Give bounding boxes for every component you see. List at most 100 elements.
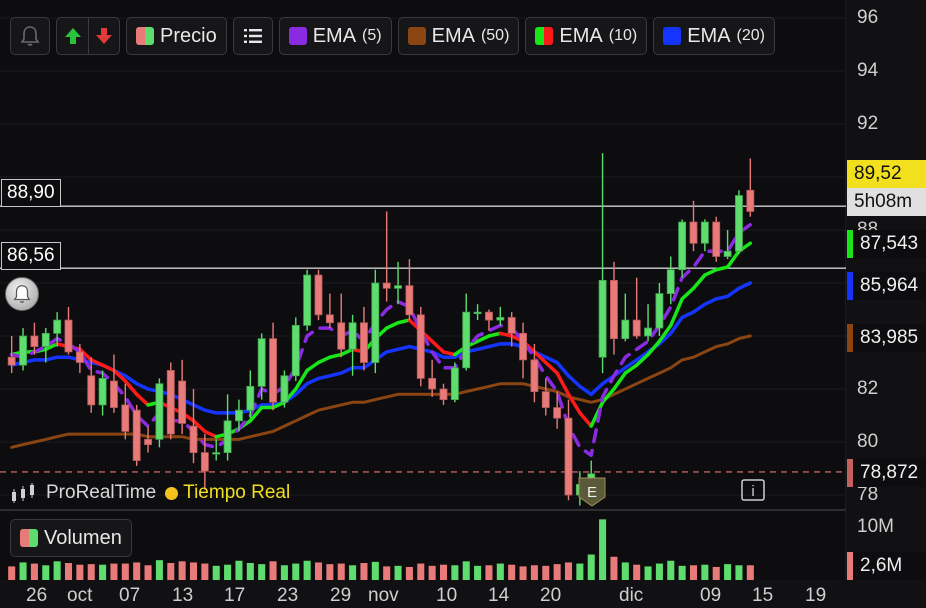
candle-body — [53, 319, 62, 334]
realtime-dot-icon — [165, 486, 179, 500]
volume-bar — [292, 563, 300, 580]
y-axis-panel — [846, 0, 926, 608]
volume-bar — [8, 566, 16, 580]
candle-body — [337, 322, 346, 350]
candle-body — [121, 404, 130, 432]
candle-body — [144, 438, 152, 446]
price-button[interactable]: Precio — [126, 17, 227, 55]
candle-body — [541, 391, 550, 408]
volume-bar — [439, 564, 448, 580]
volume-bar — [553, 564, 561, 580]
ema10-segment — [725, 249, 741, 269]
ema10-segment — [248, 405, 264, 423]
candle-body — [735, 195, 743, 252]
arrow-up-icon — [64, 28, 81, 44]
volume-bar — [576, 563, 584, 580]
dashed-level-tag: 78,872 — [847, 459, 926, 487]
ema10-segment — [634, 352, 650, 367]
indicator-list-button[interactable] — [232, 17, 273, 55]
x-tick-label: dic — [619, 585, 644, 606]
brand-name: ProRealTime — [46, 482, 157, 503]
hline-lower-label[interactable]: 86,56 — [1, 242, 61, 270]
volume-bar — [19, 562, 27, 580]
candle-body — [462, 311, 471, 369]
candle-body — [473, 311, 482, 315]
ema20-path — [9, 281, 753, 415]
ema10-button[interactable]: EMA (10) — [525, 17, 648, 55]
alert-button[interactable] — [10, 17, 50, 55]
volume-bar — [42, 565, 50, 580]
alert-bell-icon[interactable] — [5, 277, 39, 311]
ema5-button[interactable]: EMA (5) — [278, 17, 392, 55]
buy-button[interactable] — [57, 18, 88, 54]
candle-body — [235, 409, 243, 422]
ema50-button[interactable]: EMA (50) — [397, 17, 520, 55]
volume-bar — [724, 564, 732, 580]
ema10-segment — [294, 368, 309, 391]
candle-body — [712, 221, 721, 257]
ema5-label: EMA — [312, 24, 357, 47]
candle-body — [200, 452, 209, 472]
candle-body — [223, 420, 232, 453]
last-price-tag: 89,52 — [847, 160, 926, 188]
candle-body — [87, 375, 96, 406]
ema10-segment — [441, 350, 457, 357]
volume-bar — [474, 565, 482, 580]
volume-bar — [303, 560, 311, 580]
ema20-line — [9, 281, 753, 415]
candle-body — [64, 319, 73, 353]
bell-icon — [13, 285, 31, 303]
candle-body — [30, 335, 39, 348]
candle-body — [666, 269, 675, 295]
ema5-line — [9, 222, 753, 458]
candlesticks — [7, 153, 755, 506]
volume-bar — [167, 563, 175, 580]
volume-bar — [212, 565, 220, 580]
volume-bar — [599, 519, 607, 580]
candle-body — [98, 377, 107, 406]
ema10-segment — [487, 331, 503, 338]
ema20-button[interactable]: EMA (20) — [653, 17, 775, 55]
ema10-segment — [566, 392, 582, 415]
ema5-period: (5) — [362, 27, 382, 44]
candle-body — [75, 351, 84, 363]
ema20-period: (20) — [736, 27, 765, 44]
candle-body — [360, 322, 368, 363]
hline-upper-label[interactable]: 88,90 — [1, 179, 61, 207]
candle-body — [269, 338, 277, 403]
info-icon[interactable]: i — [741, 479, 765, 501]
volume-bar — [121, 563, 129, 580]
candle-body — [155, 383, 164, 440]
candle-body — [564, 417, 573, 496]
volume-bar — [667, 560, 675, 580]
volume-bar — [269, 561, 277, 580]
x-tick-label: nov — [368, 585, 399, 606]
ema10-segment — [134, 392, 150, 407]
ema10-segment — [555, 371, 571, 397]
volume-axis-label: 10M — [857, 516, 894, 537]
volume-bar — [678, 565, 686, 580]
horizontal-lines[interactable] — [0, 205, 846, 269]
y-tick-label: 92 — [857, 113, 879, 134]
volume-bar — [360, 563, 368, 580]
volume-bar — [64, 563, 73, 580]
candle-body — [428, 377, 437, 390]
arrow-down-icon — [96, 28, 112, 44]
toolbar: Precio EMA (5) EMA (50) EMA (10) EMA (20… — [10, 17, 775, 55]
volume-bar — [371, 561, 379, 580]
ema10-label: EMA — [559, 24, 603, 47]
ema10-segment — [612, 371, 628, 391]
x-tick-label: 19 — [805, 585, 827, 606]
volume-bar — [224, 564, 232, 580]
sell-button[interactable] — [88, 18, 119, 54]
earnings-marker[interactable]: E — [578, 477, 606, 507]
candle-body — [416, 314, 425, 379]
ema10-segment — [123, 379, 139, 397]
volume-bar — [349, 565, 357, 580]
candle-body — [371, 282, 380, 363]
bell-icon — [20, 26, 40, 46]
volume-bar — [621, 562, 629, 580]
price-label: Precio — [160, 24, 217, 47]
volume-button[interactable]: Volumen — [10, 519, 132, 557]
